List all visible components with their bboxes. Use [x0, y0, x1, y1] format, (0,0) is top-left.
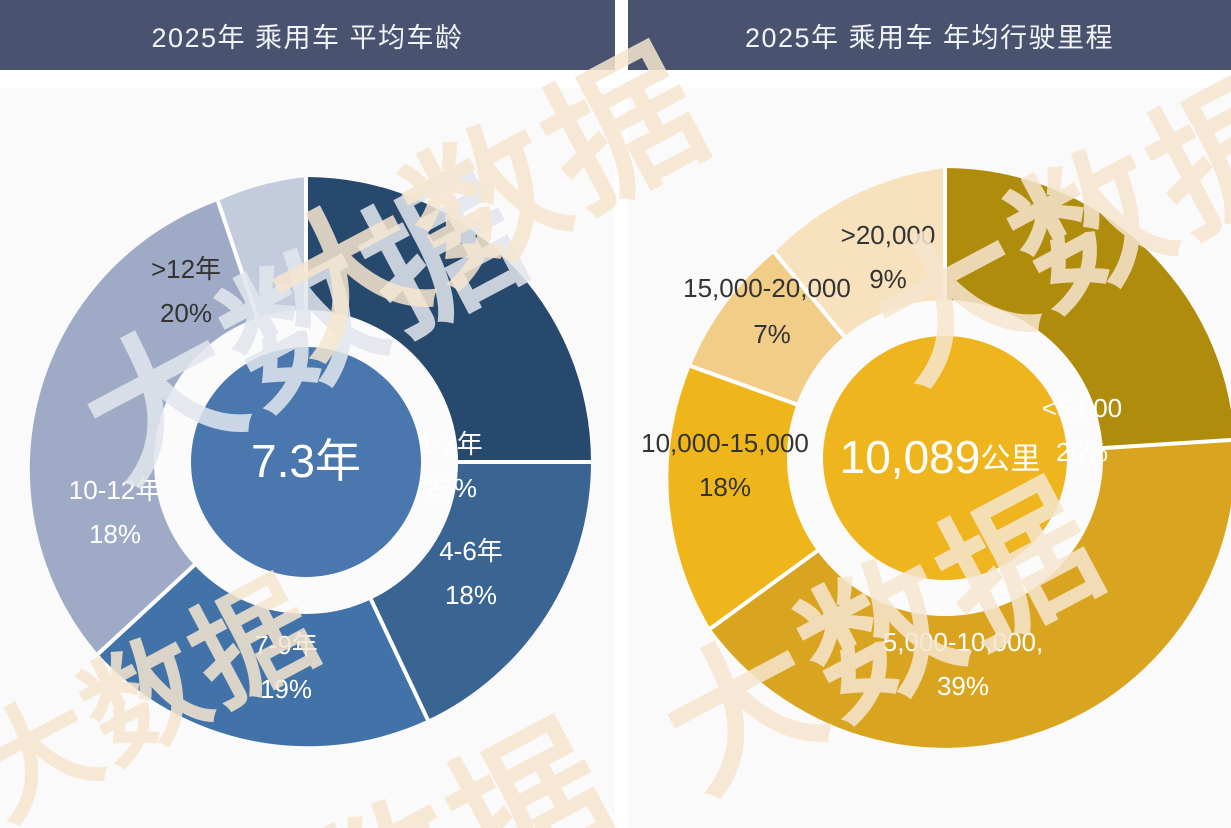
segment-label-10000-15000-pct: 18%	[699, 472, 751, 502]
panel-divider	[615, 0, 628, 828]
donut-labels-annual-mileage: <5,000 26% 5,000-10,000, 39% 10,000-15,0…	[641, 220, 1122, 701]
segment-label-gt20000-pct: 9%	[869, 264, 907, 294]
segment-label-15000-20000-pct: 7%	[753, 319, 791, 349]
chart-vehicle-age-donut: 1-3年 25% 4-6年 18% 7-9年 19% 10-12年 18% >1…	[14, 170, 599, 755]
segment-label-lt5000-name: <5,000	[1042, 393, 1122, 423]
donut-svg-annual-mileage: <5,000 26% 5,000-10,000, 39% 10,000-15,0…	[641, 168, 1231, 748]
donut-center-value-vehicle-age: 7.3年	[251, 435, 361, 487]
segment-label-10-12-pct: 18%	[89, 519, 141, 549]
segment-label-10-12-name: 10-12年	[69, 475, 162, 505]
segment-label-lt5000-pct: 26%	[1056, 437, 1108, 467]
segment-label-4-6-name: 4-6年	[439, 536, 503, 566]
chart-annual-mileage-donut: <5,000 26% 5,000-10,000, 39% 10,000-15,0…	[641, 163, 1231, 753]
center-unit: 公里	[980, 443, 1040, 476]
segment-label-7-9-name: 7-9年	[254, 630, 318, 660]
donut-center-disc	[191, 347, 421, 577]
segment-label-7-9-pct: 19%	[260, 674, 312, 704]
segment-label-gt20000-name: >20,000	[841, 220, 936, 250]
donut-center-value-annual-mileage: 10,089公里	[840, 431, 1041, 483]
segment-label-5000-10000-name: 5,000-10,000,	[883, 627, 1043, 657]
segment-label-gt12-pct: 20%	[160, 298, 212, 328]
panel-header-vehicle-age: 2025年 乘用车 平均车龄	[0, 0, 615, 70]
segment-label-5000-10000-pct: 39%	[937, 671, 989, 701]
donut-center-disc	[823, 336, 1067, 580]
segment-label-10000-15000-name: 10,000-15,000	[641, 428, 809, 458]
donut-labels-vehicle-age: 1-3年 25% 4-6年 18% 7-9年 19% 10-12年 18% >1…	[69, 254, 503, 704]
donut-svg-vehicle-age: 1-3年 25% 4-6年 18% 7-9年 19% 10-12年 18% >1…	[29, 177, 592, 747]
segment-label-1-3-pct: 25%	[425, 473, 477, 503]
segment-label-gt12-name: >12年	[151, 254, 221, 284]
page-title-vehicle-age: 2025年 乘用车 平均车龄	[151, 22, 464, 53]
center-number: 10,089	[840, 431, 981, 483]
segment-label-4-6-pct: 18%	[445, 580, 497, 610]
page-title-annual-mileage: 2025年 乘用车 年均行驶里程	[744, 22, 1115, 53]
segment-label-1-3-name: 1-3年	[419, 429, 483, 459]
segment-label-15000-20000-name: 15,000-20,000	[683, 273, 851, 303]
panel-header-annual-mileage: 2025年 乘用车 年均行驶里程	[628, 0, 1231, 70]
